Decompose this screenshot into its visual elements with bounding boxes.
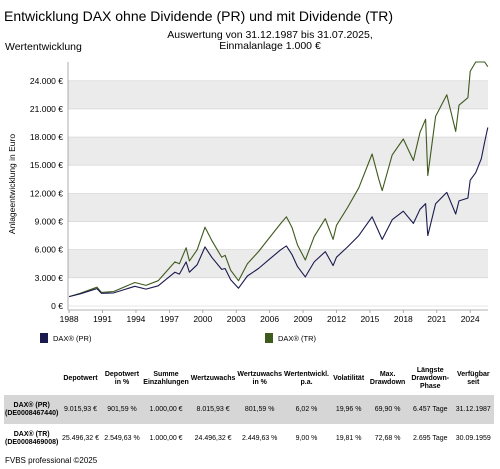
table-cell: 6,02 % [283,395,330,424]
y-tick-label: 18.000 € [30,132,63,142]
grid-band [68,193,488,222]
x-tick-label: 2000 [193,314,212,324]
statistics-table: Depotwert Depotwert in % Summe Einzahlun… [4,363,494,453]
y-tick-label: 9.000 € [35,217,64,227]
y-tick-label: 6.000 € [35,245,64,255]
y-tick-label: 12.000 € [30,188,63,198]
table-cell: 31.12.1987 [452,395,494,424]
legend-item-tr: DAX® (TR) [265,333,316,343]
table-cell: 69,90 % [367,395,408,424]
table-cell: 2.549,63 % [101,424,143,453]
table-cell: 1.000,00 € [142,395,190,424]
x-tick-label: 2015 [360,314,379,324]
table-header: Wertentwickl. p.a. [284,371,329,386]
table-header: Verfügbar seit [456,371,490,386]
table-cell: 25.496,32 € [59,424,102,453]
table-cell: 6.457 Tage [407,395,453,424]
table-header: Wertzuwachs [190,375,236,382]
x-tick-label: 1994 [126,314,145,324]
x-tick-label: 2006 [260,314,279,324]
table-cell: DAX® (PR) (DE0008467440) [4,395,60,424]
legend-swatch-pr [40,333,48,343]
table-header: Summe Einzahlungen [143,371,189,386]
grid-band [68,249,488,278]
table-cell: 1.000,00 € [142,424,190,453]
table-row: DAX® (PR) (DE0008467440) 9.015,93 € 901,… [4,395,494,424]
table-cell: DAX® (TR) (DE0008469008) [4,424,60,453]
table-cell: 19,96 % [330,395,368,424]
x-tick-label: 2009 [294,314,313,324]
section-label: Wertentwicklung [5,41,82,53]
x-tick-label: 1997 [160,314,179,324]
y-tick-label: 24.000 € [30,76,63,86]
x-tick-label: 2012 [327,314,346,324]
period-text: Auswertung von 31.12.1987 bis 31.07.2025… [167,29,373,41]
chart-title: Entwicklung DAX ohne Dividende (PR) und … [4,8,394,24]
footer-copyright: FVBS professional ©2025 [5,456,98,465]
table-header: Wertzuwachs in % [237,371,282,386]
table-cell: 19,81 % [330,424,368,453]
y-tick-label: 21.000 € [30,104,63,114]
table-cell: 24.496,32 € [189,424,237,453]
x-tick-label: 2018 [394,314,413,324]
table-header: Depotwert in % [104,371,140,386]
legend-item-pr: DAX® (PR) [40,333,91,343]
y-tick-label: 0 € [51,301,63,311]
series-line-pr [68,127,489,298]
line-chart: 0 € 3.000 € 6.000 € 9.000 € 12.000 € 15.000 €… [7,61,489,324]
x-tick-label: 2021 [427,314,446,324]
y-tick-label: 15.000 € [30,160,63,170]
table-header: Max. Drawdown [369,371,406,386]
x-tick-label: 2024 [461,314,480,324]
table-cell: 2.695 Tage [407,424,453,453]
table-cell: 8.015,93 € [189,395,237,424]
table-header: Längste Drawdown-Phase [411,367,450,390]
series-line-tr [68,61,489,298]
table-header: Depotwert [63,375,98,382]
table-cell: 72,68 % [367,424,408,453]
x-tick-label: 1988 [60,314,79,324]
grid-band [68,137,488,166]
investment-text: Einmalanlage 1.000 € [219,40,321,52]
grid-band [68,80,488,109]
table-cell: 9.015,93 € [59,395,102,424]
y-tick-label: 3.000 € [35,273,64,283]
legend-swatch-tr [265,333,273,343]
table-cell: 30.09.1959 [452,424,494,453]
y-axis-label: Anlageentwicklung in Euro [7,134,17,234]
legend-label-pr: DAX® (PR) [53,333,92,343]
table-cell: 2.449,63 % [236,424,283,453]
table-header [4,363,59,395]
table-header-row: Depotwert Depotwert in % Summe Einzahlun… [4,363,494,395]
table-header: Volatilität [333,375,365,382]
table-cell: 9,00 % [283,424,330,453]
table-row: DAX® (TR) (DE0008469008) 25.496,32 € 2.5… [4,424,494,453]
x-tick-label: 2003 [227,314,246,324]
table-cell: 901,59 % [101,395,143,424]
x-tick-label: 1991 [93,314,112,324]
legend-label-tr: DAX® (TR) [278,333,317,343]
table-cell: 801,59 % [236,395,283,424]
